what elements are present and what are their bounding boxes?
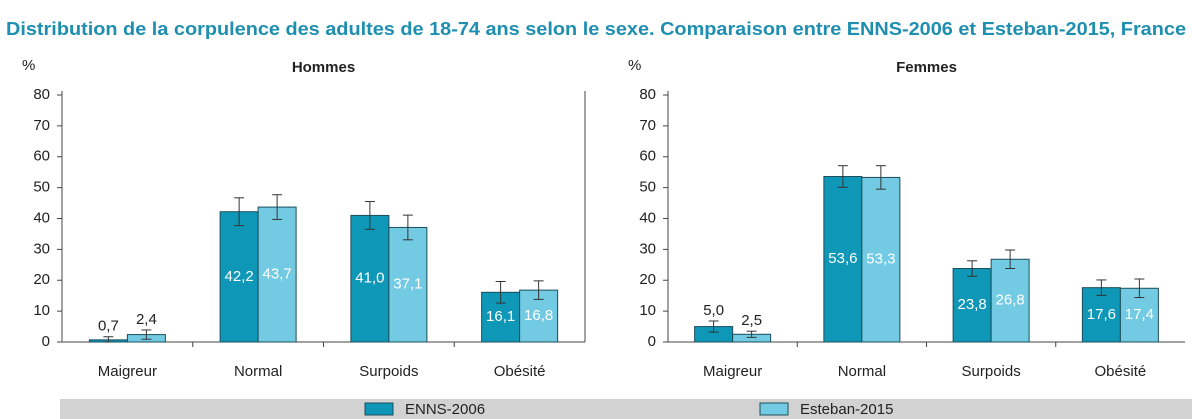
y-tick-label: 10: [33, 302, 50, 319]
legend-label: ENNS-2006: [405, 401, 485, 418]
legend-band: [60, 399, 1192, 419]
bar: [1081, 287, 1121, 343]
y-tick-label: 60: [33, 148, 50, 165]
x-tick-label: Obésité: [494, 363, 546, 380]
value-label: 37,1: [393, 276, 422, 293]
y-tick-label: 20: [33, 271, 50, 288]
bar: [388, 226, 428, 343]
x-tick-label: Surpoids: [359, 363, 418, 380]
y-tick-label: 30: [639, 240, 656, 257]
x-tick-label: Obésité: [1095, 363, 1147, 380]
value-label: 53,6: [828, 250, 857, 267]
value-label: 17,6: [1087, 306, 1116, 323]
y-tick-label: 0: [42, 333, 50, 350]
y-axis-label: %: [22, 57, 35, 74]
y-tick-label: 80: [639, 86, 656, 103]
legend-label: Esteban-2015: [800, 401, 893, 418]
y-tick-label: 40: [33, 209, 50, 226]
y-tick-label: 80: [33, 86, 50, 103]
y-tick-label: 30: [33, 240, 50, 257]
y-tick-label: 70: [639, 117, 656, 134]
value-label: 0,7: [98, 318, 119, 335]
value-label: 41,0: [355, 270, 384, 287]
y-tick-label: 50: [639, 179, 656, 196]
value-label: 2,4: [136, 311, 157, 328]
value-label: 53,3: [866, 251, 895, 268]
x-tick-label: Normal: [838, 363, 886, 380]
bar: [952, 268, 992, 343]
x-tick-label: Maigreur: [98, 363, 157, 380]
chart-title: Hommes: [292, 59, 355, 76]
bar: [990, 258, 1030, 343]
value-label: 16,8: [524, 307, 553, 324]
y-tick-label: 70: [33, 117, 50, 134]
value-label: 2,5: [741, 312, 762, 329]
value-label: 5,0: [703, 302, 724, 319]
x-tick-label: Surpoids: [962, 363, 1021, 380]
y-tick-label: 40: [639, 209, 656, 226]
x-tick-label: Normal: [234, 363, 282, 380]
y-tick-label: 10: [639, 302, 656, 319]
legend-swatch: [364, 402, 394, 416]
bar: [861, 176, 901, 343]
y-tick-label: 60: [639, 148, 656, 165]
bar: [257, 206, 297, 343]
x-tick-label: Maigreur: [703, 363, 762, 380]
y-tick-label: 0: [648, 333, 656, 350]
y-tick-label: 20: [639, 271, 656, 288]
value-label: 42,2: [225, 268, 254, 285]
value-label: 17,4: [1125, 306, 1154, 323]
y-tick-label: 50: [33, 179, 50, 196]
value-label: 43,7: [263, 266, 292, 283]
y-axis-label: %: [628, 57, 641, 74]
value-label: 23,8: [958, 296, 987, 313]
chart-title: Femmes: [896, 59, 957, 76]
page-title: Distribution de la corpulence des adulte…: [6, 19, 1186, 39]
value-label: 26,8: [996, 292, 1025, 309]
legend-swatch: [759, 402, 789, 416]
value-label: 16,1: [486, 308, 515, 325]
